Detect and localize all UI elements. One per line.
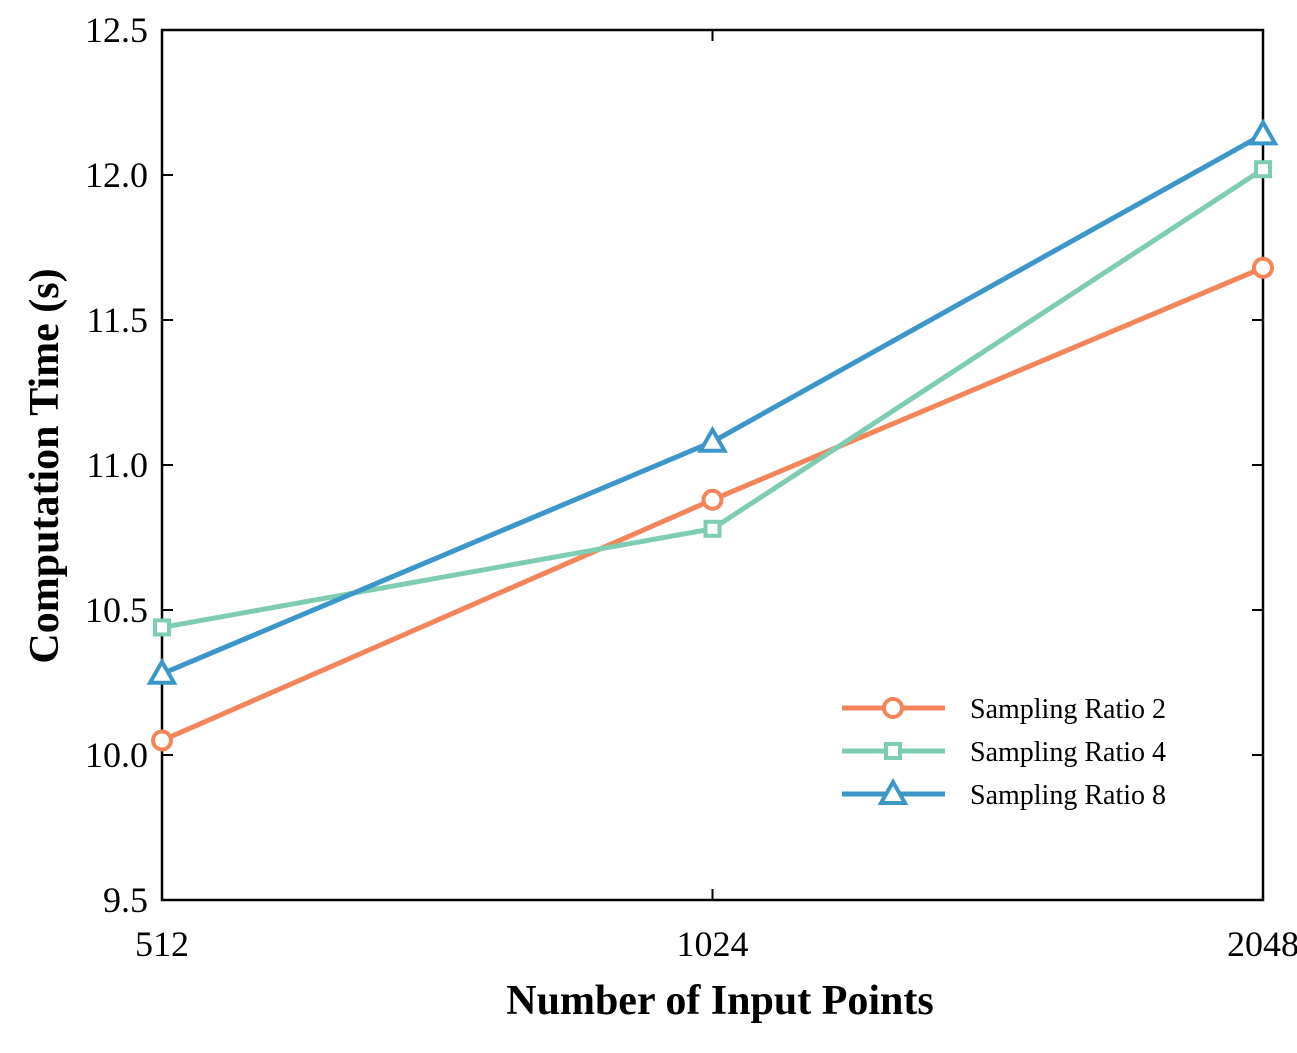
legend-label: Sampling Ratio 4 — [970, 737, 1166, 768]
legend-label: Sampling Ratio 2 — [970, 694, 1166, 725]
data-point — [151, 729, 173, 752]
y-tick-label: 10.0 — [85, 735, 148, 775]
data-point — [703, 519, 722, 538]
legend-marker — [884, 742, 902, 760]
y-tick-label: 12.0 — [85, 155, 148, 195]
data-point — [153, 618, 171, 637]
x-axis: 512 1024 2048 — [135, 30, 1297, 964]
series-line — [161, 132, 1265, 677]
legend-item: Sampling Ratio 4 — [842, 737, 1166, 768]
plot-border — [160, 28, 1265, 902]
data-point — [701, 488, 724, 511]
series-2 — [153, 160, 1272, 637]
y-tick-label: 10.5 — [85, 590, 148, 630]
x-tick-label: 512 — [135, 924, 189, 964]
x-tick-label: 2048 — [1227, 924, 1297, 964]
legend-marker — [882, 697, 904, 719]
legend-marker — [877, 777, 909, 805]
legend-item: Sampling Ratio 8 — [842, 777, 1166, 811]
series-3 — [146, 118, 1279, 685]
series-1 — [151, 256, 1274, 752]
data-point — [1247, 118, 1279, 146]
plot-area — [160, 28, 1265, 902]
y-tick-label: 9.5 — [103, 880, 148, 920]
y-tick-label: 11.0 — [86, 445, 148, 485]
legend-item: Sampling Ratio 2 — [842, 694, 1166, 725]
series-layer — [146, 118, 1279, 752]
data-point — [697, 425, 728, 453]
series-line — [161, 167, 1265, 630]
data-point — [1252, 256, 1274, 279]
x-axis-title: Number of Input Points — [506, 978, 933, 1024]
legend: Sampling Ratio 2 Sampling Ratio 4 Sampling… — [842, 694, 1166, 811]
y-axis: 9.5 10.0 10.5 11.0 11.5 12.0 12.5 — [85, 10, 1263, 920]
data-point — [1254, 160, 1272, 179]
y-tick-label: 11.5 — [86, 300, 148, 340]
y-tick-label: 12.5 — [85, 10, 148, 50]
legend-label: Sampling Ratio 8 — [970, 780, 1166, 811]
y-axis-title: Computation Time (s) — [22, 268, 68, 663]
x-tick-label: 1024 — [677, 924, 749, 964]
data-point — [146, 657, 178, 685]
